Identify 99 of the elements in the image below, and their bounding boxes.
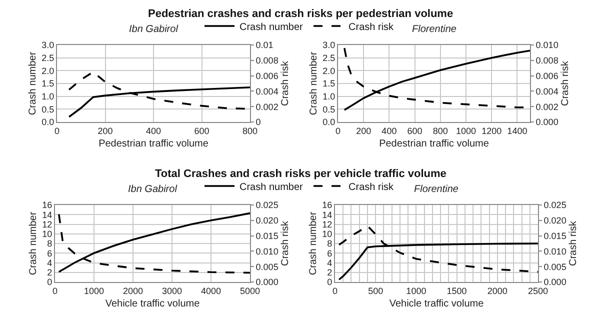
y-tick-label: 1.0	[322, 91, 336, 102]
y2-tick-label: 0.005	[544, 262, 566, 272]
y2-tick-label: 0.025	[256, 200, 278, 210]
y-tick-label: 0	[327, 277, 332, 288]
chart-subtitle: Ibn Gabirol	[128, 184, 178, 195]
x-tick-label: 500	[368, 286, 384, 296]
y2-tick-label: 0.008	[536, 56, 558, 66]
y2-tick-label: 0.015	[544, 230, 566, 241]
text: Pedestrian crashes and crash risks per pedestrian volume	[148, 8, 454, 20]
y-tick-label: 12	[322, 219, 332, 230]
x-tick-label: 1400	[507, 126, 528, 136]
y-tick-label: 14	[322, 210, 332, 220]
y2-axis-title: Crash risk	[280, 220, 291, 266]
x-tick-label: 3000	[162, 286, 182, 296]
x-tick-label: 5000	[240, 286, 260, 296]
y-tick-label: 0.5	[42, 104, 54, 114]
y2-tick-label: 0.000	[544, 277, 566, 288]
y2-tick-label: 0.002	[256, 102, 278, 112]
text: Total Crashes and crash risks per vehicle traffic volume	[155, 168, 446, 180]
y-tick-label: 1.5	[42, 78, 54, 89]
x-tick-label: 4000	[200, 286, 222, 296]
y2-axis-title: Crash risk	[568, 220, 579, 266]
y2-tick-label: 0.000	[256, 277, 278, 288]
y2-tick-label: 0.015	[256, 230, 278, 241]
y2-tick-label: 0.020	[544, 216, 566, 226]
y-tick-label: 10	[322, 229, 332, 240]
y-tick-label: 2	[47, 268, 52, 278]
y-tick-label: 0	[47, 277, 52, 288]
y2-axis-title: Crash risk	[280, 60, 291, 106]
y2-tick-label: 0	[256, 117, 261, 128]
y2-tick-label: 0.010	[256, 246, 278, 256]
x-axis-title: Vehicle traffic volume	[389, 298, 484, 310]
x-tick-label: 1000	[456, 126, 476, 136]
legend-label: Crash number	[240, 22, 304, 33]
y-tick-label: 6	[327, 248, 332, 258]
x-tick-label: 400	[382, 126, 397, 136]
y-tick-label: 16	[322, 200, 332, 210]
y-tick-label: 3.0	[322, 40, 336, 50]
y-tick-label: 2.5	[322, 52, 336, 63]
x-tick-label: 2000	[487, 286, 508, 296]
legend-label: Crash risk	[348, 182, 395, 193]
x-tick-label: 200	[356, 126, 372, 136]
y-tick-label: 1.5	[322, 78, 336, 89]
y2-tick-label: 0.004	[536, 86, 558, 96]
y2-tick-label: 0.01	[256, 40, 274, 50]
y-tick-label: 0.5	[322, 104, 336, 114]
x-axis-title: Pedestrian traffic volume	[98, 138, 209, 150]
y2-tick-label: 0.004	[256, 86, 278, 96]
x-tick-label: 1000	[406, 286, 426, 296]
x-tick-label: 200	[98, 126, 113, 136]
y-axis-title: Crash number	[28, 211, 40, 276]
y2-tick-label: 0.020	[256, 216, 278, 226]
x-axis-title: Vehicle traffic volume	[105, 298, 200, 310]
y-tick-label: 4	[327, 258, 332, 268]
y-tick-label: 2	[327, 268, 332, 278]
y-tick-label: 2.5	[42, 52, 54, 63]
y2-tick-label: 0.010	[536, 40, 558, 50]
y2-tick-label: 0.006	[536, 70, 558, 81]
y-tick-label: 2.0	[322, 66, 336, 76]
x-tick-label: 800	[242, 126, 258, 136]
x-tick-label: 1000	[84, 286, 104, 296]
y2-axis-title: Crash risk	[560, 60, 571, 106]
y2-tick-label: 0.025	[544, 200, 566, 210]
y-tick-label: 4	[47, 258, 52, 268]
y2-tick-label: 0.006	[256, 70, 278, 81]
x-tick-label: 2500	[528, 286, 548, 296]
x-tick-label: 600	[407, 126, 422, 136]
x-tick-label: 800	[432, 126, 448, 136]
x-tick-label: 1500	[446, 286, 467, 296]
y-axis-title: Crash number	[308, 51, 320, 116]
legend-label: Crash risk	[348, 22, 395, 33]
y-tick-label: 2.0	[42, 66, 54, 76]
y-tick-label: 8	[327, 238, 332, 249]
y-tick-label: 1.0	[42, 91, 54, 102]
y-tick-label: 0.0	[322, 117, 336, 128]
y-tick-label: 14	[42, 210, 52, 220]
x-tick-label: 400	[146, 126, 162, 136]
x-tick-label: 600	[194, 126, 210, 136]
chart-subtitle: Florentine	[412, 24, 457, 35]
chart-subtitle: Ibn Gabirol	[129, 24, 179, 35]
y2-tick-label: 0.000	[536, 117, 558, 128]
y2-tick-label: 0.005	[256, 262, 278, 272]
y-tick-label: 10	[42, 229, 52, 240]
y-tick-label: 8	[47, 238, 52, 249]
y2-tick-label: 0.010	[544, 246, 566, 256]
y-tick-label: 12	[42, 219, 52, 230]
y-axis-title: Crash number	[28, 51, 39, 116]
x-axis-title: Pedestrian traffic volume	[379, 138, 490, 150]
y2-tick-label: 0.008	[256, 56, 278, 66]
chart-subtitle: Florentine	[414, 184, 459, 195]
y-tick-label: 16	[42, 200, 52, 210]
y-tick-label: 3.0	[42, 40, 54, 50]
y-tick-label: 6	[47, 248, 52, 258]
x-tick-label: 1200	[482, 126, 502, 136]
x-tick-label: 2000	[122, 286, 144, 296]
legend-label: Crash number	[240, 182, 304, 193]
y-tick-label: 0.0	[42, 117, 54, 128]
y2-tick-label: 0.002	[536, 102, 558, 112]
y-axis-title: Crash number	[308, 211, 320, 276]
